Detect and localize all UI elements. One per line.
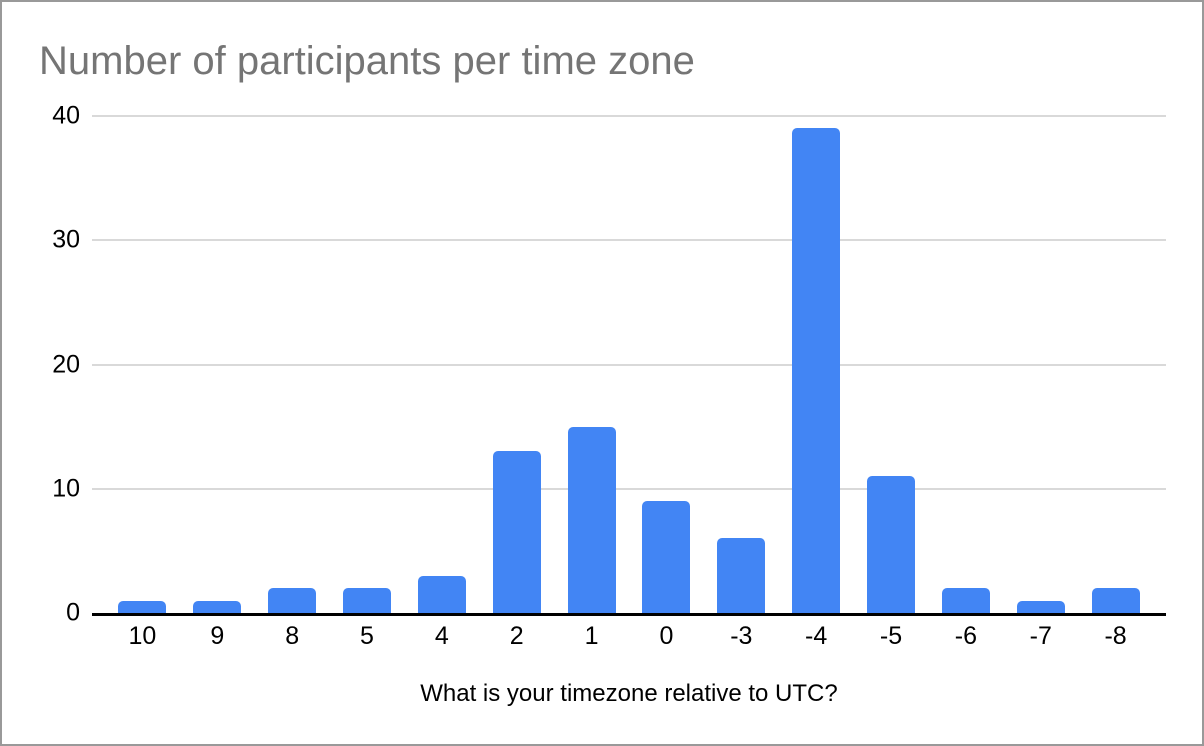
bar-utc-10 — [118, 600, 167, 613]
bar-utc--6 — [941, 588, 990, 613]
bar-utc-1 — [567, 426, 616, 613]
x-tick-label--3: -3 — [730, 622, 753, 650]
x-tick-label--4: -4 — [805, 622, 828, 650]
x-tick-label-5: 5 — [360, 622, 374, 650]
x-tick-label--6: -6 — [954, 622, 977, 650]
y-tick-label-0: 0 — [66, 598, 80, 627]
y-tick-label-20: 20 — [52, 350, 80, 378]
x-tick-label-2: 2 — [509, 622, 524, 650]
y-axis: 0 10 20 30 40 — [2, 102, 80, 627]
gridline-y-20 — [92, 363, 1166, 366]
bar-series — [92, 116, 1166, 613]
bar-slot-1 — [554, 116, 629, 613]
bar-utc-9 — [193, 600, 242, 613]
x-tick-label-4: 4 — [434, 622, 449, 650]
x-tick-label--7: -7 — [1029, 622, 1052, 650]
bar-utc--4 — [792, 128, 841, 613]
bar-slot--5 — [854, 116, 929, 613]
x-tick-label-0: 0 — [659, 622, 674, 650]
plot-area — [92, 115, 1166, 616]
bar-slot-2 — [479, 116, 554, 613]
y-tick-label-10: 10 — [52, 474, 80, 503]
bar-utc-2 — [492, 451, 541, 613]
bar-slot--6 — [928, 116, 1003, 613]
gridline-y-40 — [92, 115, 1166, 117]
x-tick-label--8: -8 — [1104, 622, 1127, 650]
chart-title: Number of participants per time zone — [39, 39, 695, 83]
bar-slot-5 — [330, 116, 405, 613]
bar-slot--7 — [1003, 116, 1078, 613]
x-axis-title: What is your timezone relative to UTC? — [420, 680, 838, 707]
bar-slot-10 — [105, 116, 180, 613]
bar-slot-8 — [255, 116, 330, 613]
x-tick-label-9: 9 — [210, 622, 225, 650]
bar-slot-0 — [629, 116, 704, 613]
y-tick-label-40: 40 — [52, 101, 80, 130]
bar-utc-5 — [343, 588, 391, 613]
bar-slot--8 — [1078, 116, 1153, 613]
bar-slot-9 — [180, 116, 255, 613]
gridline-y-10 — [92, 487, 1166, 490]
x-tick-label-8: 8 — [285, 622, 300, 650]
x-tick-label-1: 1 — [584, 622, 599, 650]
x-tick-label-10: 10 — [128, 622, 157, 650]
x-tick-label--5: -5 — [879, 622, 903, 650]
y-tick-label-30: 30 — [52, 225, 80, 254]
bar-utc-4 — [417, 575, 466, 613]
gridline-y-30 — [92, 239, 1166, 242]
bar-utc-8 — [268, 588, 317, 613]
x-axis: 10 9 8 5 4 2 1 0 -3 -4 -5 -6 -7 -8 — [92, 622, 1166, 651]
bar-slot--4 — [779, 116, 854, 613]
bar-utc-0 — [642, 501, 691, 613]
bar-slot-4 — [404, 116, 479, 613]
bar-utc--3 — [717, 538, 766, 613]
bar-slot--3 — [704, 116, 779, 613]
bar-utc--5 — [867, 476, 916, 613]
bar-utc--7 — [1016, 600, 1065, 613]
bar-utc--8 — [1091, 588, 1140, 613]
